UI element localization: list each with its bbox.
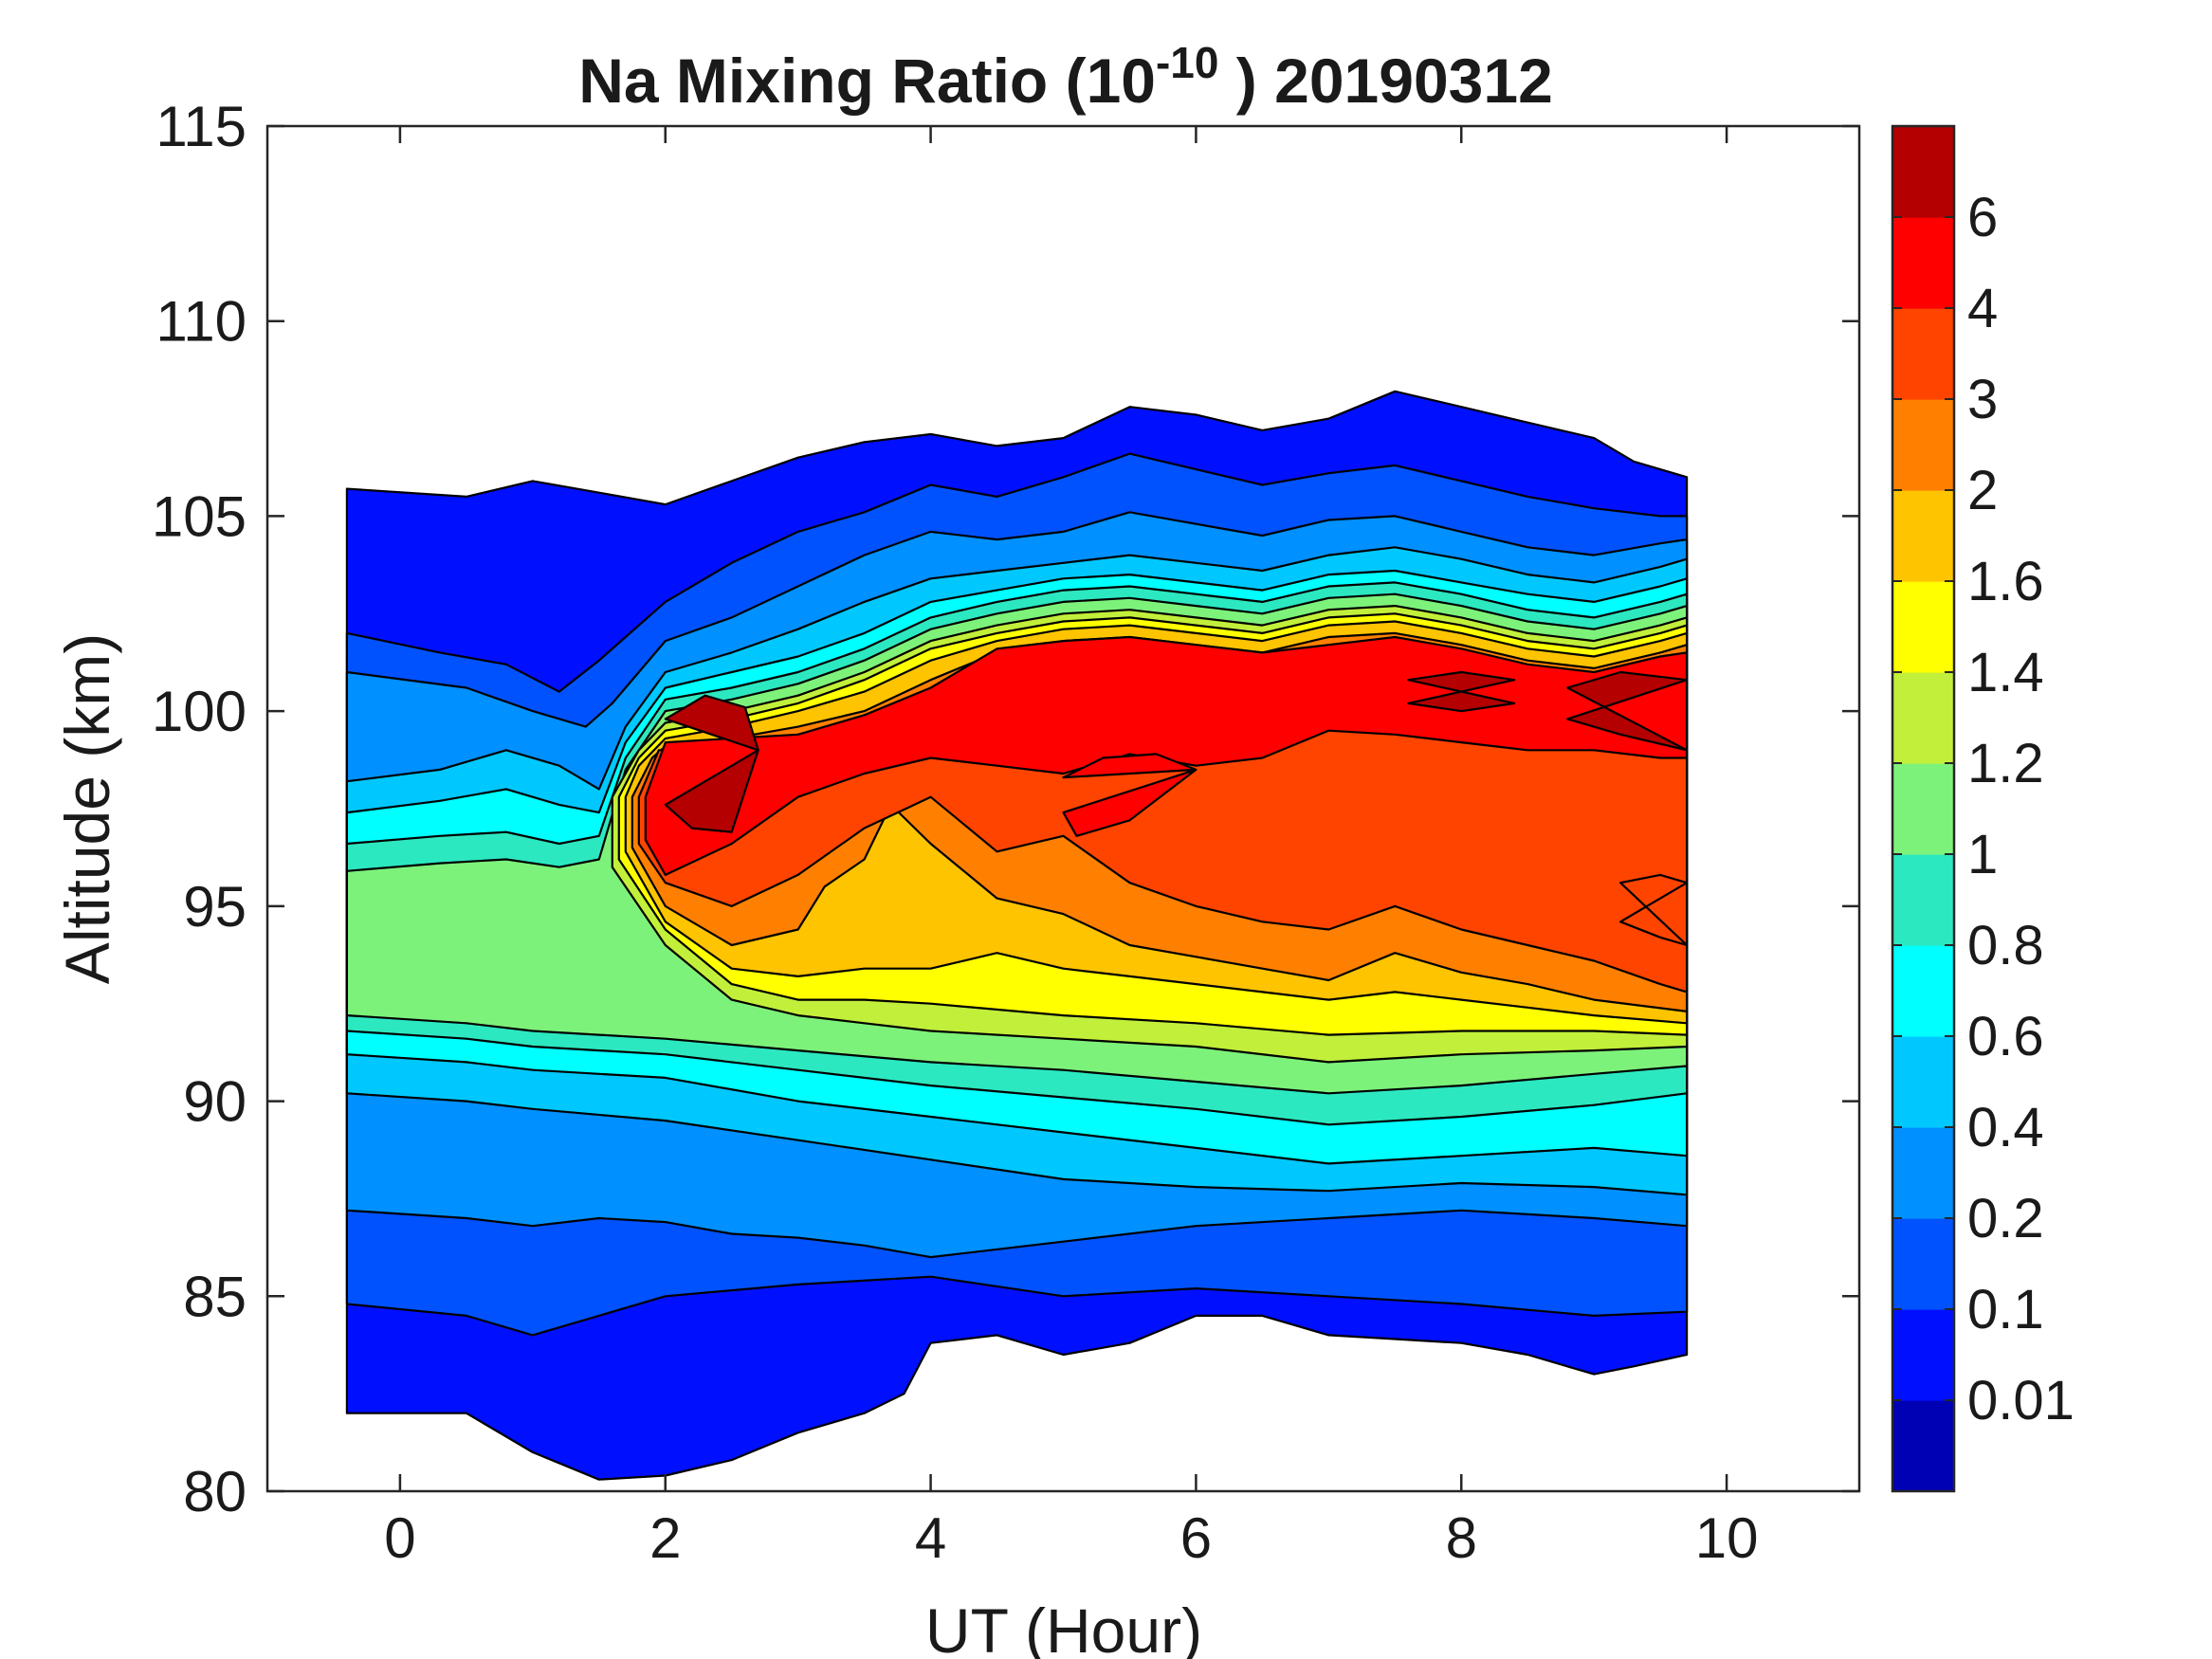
- colorbar-label: 0.6: [1967, 1006, 2044, 1067]
- contour-band-12: [645, 637, 1688, 875]
- y-tick-label: 95: [183, 875, 247, 939]
- contour-line-8: [617, 612, 1689, 1036]
- colorbar-swatch: [1892, 945, 1954, 1037]
- colorbar-swatch: [1892, 399, 1954, 491]
- x-axis: 0 2 4 6 8 10: [384, 126, 1758, 1570]
- colorbar-label: 1: [1967, 824, 1998, 885]
- contour-line-1: [345, 452, 1689, 1337]
- y-tick-label: 105: [152, 484, 247, 548]
- contour-line-2: [345, 511, 1689, 1259]
- y-tick-label: 115: [155, 95, 247, 158]
- colorbar-label: 6: [1967, 187, 1998, 248]
- contour-bands: [345, 390, 1689, 1481]
- colorbar-swatch: [1892, 126, 1954, 218]
- colorbar-swatch: [1892, 1218, 1954, 1310]
- colorbar-label: 4: [1967, 278, 1998, 339]
- colorbar-swatch: [1892, 1309, 1954, 1401]
- x-tick-label: 10: [1695, 1506, 1759, 1570]
- y-axis: 80 85 90 95 100 105 110 115: [152, 95, 1859, 1523]
- y-tick-label: 90: [183, 1070, 247, 1134]
- colorbar-swatch: [1892, 763, 1954, 855]
- plot-frame: [265, 124, 1861, 1493]
- x-tick-label: 2: [649, 1506, 681, 1570]
- colorbar-swatch: [1892, 490, 1954, 582]
- contour-line-13: [664, 694, 759, 833]
- contour-line-4: [345, 569, 1689, 1165]
- colorbar-label: 2: [1967, 460, 1998, 521]
- colorbar: 0.01 0.1 0.2 0.4 0.6 0.8 1 1.2 1.4 1.6 2 3 4 6: [1891, 124, 2075, 1493]
- colorbar-swatch: [1892, 672, 1954, 764]
- title-exponent: -10: [1156, 38, 1218, 87]
- colorbar-swatch: [1892, 217, 1954, 309]
- y-tick-label: 100: [152, 680, 247, 743]
- contour-line-16: [1619, 873, 1689, 947]
- colorbar-label: 1.2: [1967, 733, 2044, 794]
- y-tick-label: 80: [183, 1460, 247, 1523]
- y-tick-label: 110: [155, 290, 247, 354]
- x-axis-label: UT (Hour): [925, 1595, 1202, 1659]
- contour-line-5: [345, 581, 1689, 1126]
- colorbar-label: 0.8: [1967, 915, 2044, 976]
- colorbar-swatch: [1892, 581, 1954, 673]
- y-tick-label: 85: [183, 1265, 247, 1328]
- y-axis-label: Altitude (km): [52, 633, 122, 984]
- colorbar-swatch: [1892, 308, 1954, 400]
- contour-line-6: [345, 592, 1689, 1095]
- contour-band-14: [1567, 672, 1688, 751]
- colorbar-label: 0.2: [1967, 1188, 2044, 1249]
- contour-band-13: [665, 695, 759, 832]
- contour-line-15: [1407, 670, 1516, 713]
- colorbar-label: 3: [1967, 369, 1998, 430]
- colorbar-label: 1.4: [1967, 642, 2044, 703]
- contour-line-7: [611, 605, 1689, 1064]
- colorbar-swatch: [1892, 1036, 1954, 1128]
- contour-line-3: [345, 546, 1689, 1196]
- colorbar-frame: [1891, 124, 1956, 1493]
- colorbar-swatch: [1892, 1400, 1954, 1492]
- contour-line-14: [1566, 670, 1689, 752]
- x-tick-label: 0: [384, 1506, 415, 1570]
- colorbar-swatch: [1892, 854, 1954, 946]
- contour-line-12: [644, 635, 1689, 876]
- chart-title: Na Mixing Ratio (10-10 ) 20190312: [578, 38, 1553, 116]
- x-tick-label: 6: [1180, 1506, 1212, 1570]
- colorbar-label: 0.01: [1967, 1370, 2075, 1431]
- colorbar-label: 0.1: [1967, 1279, 2044, 1340]
- contour-line-10: [631, 631, 1689, 1012]
- x-tick-label: 4: [915, 1506, 946, 1570]
- contour-line-17: [1062, 753, 1197, 837]
- colorbar-label: 1.6: [1967, 551, 2044, 612]
- colorbar-swatch: [1892, 1127, 1954, 1219]
- x-tick-label: 8: [1446, 1506, 1477, 1570]
- colorbar-label: 0.4: [1967, 1097, 2044, 1158]
- contour-line-9: [624, 620, 1689, 1025]
- contour-line-0: [345, 390, 1689, 1481]
